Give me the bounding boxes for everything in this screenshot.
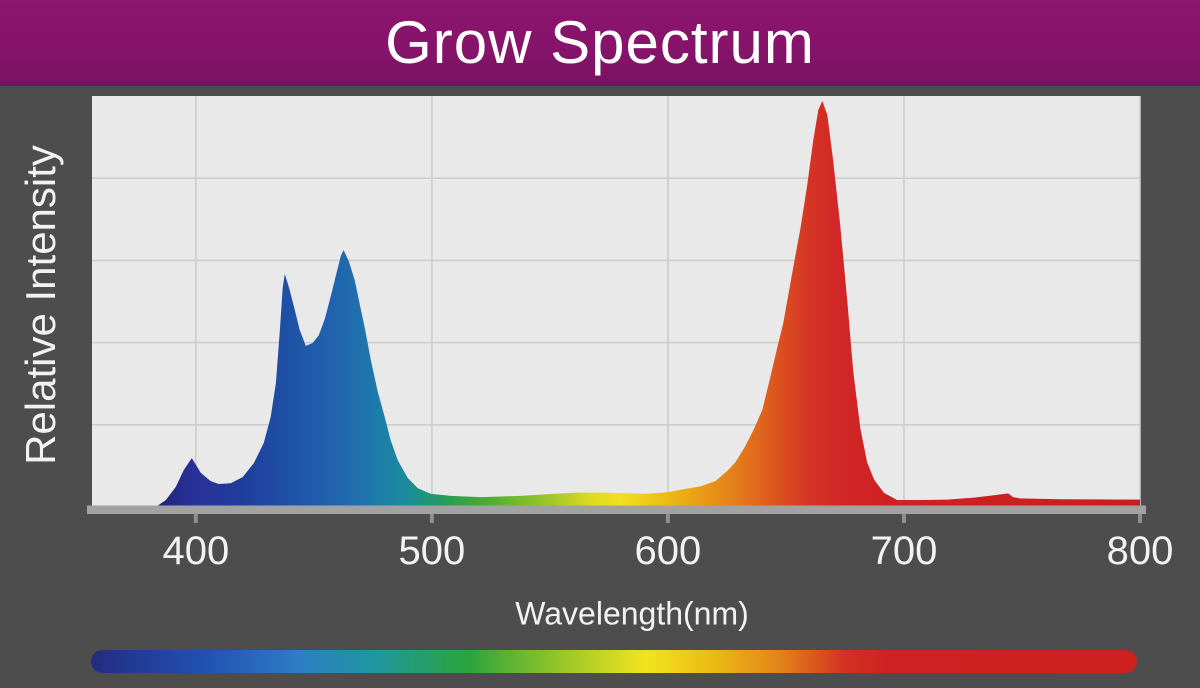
title-bar: Grow Spectrum [0,0,1200,86]
x-tick-label: 700 [871,529,938,573]
x-tick-mark [1138,514,1142,523]
y-axis-label: Relative Intensity [17,145,64,465]
spectrum-curve [155,100,1140,508]
x-tick-label: 600 [635,529,702,573]
chart-area: 400 500 600 700 800 Relative Intensity Wavel… [0,86,1200,688]
x-tick-mark [665,514,670,523]
x-axis-label: Wavelength(nm) [515,595,749,632]
plot-background [92,96,1140,507]
wavelength-colorbar [91,650,1137,673]
page-title: Grow Spectrum [385,9,815,76]
x-tick-label: 800 [1107,529,1174,573]
x-tick-mark [193,514,198,523]
x-tick-mark [901,514,906,523]
x-tick-label: 500 [399,529,466,573]
x-tick-mark [429,514,434,523]
x-axis-bar [87,505,1146,514]
x-tick-label: 400 [162,529,229,573]
